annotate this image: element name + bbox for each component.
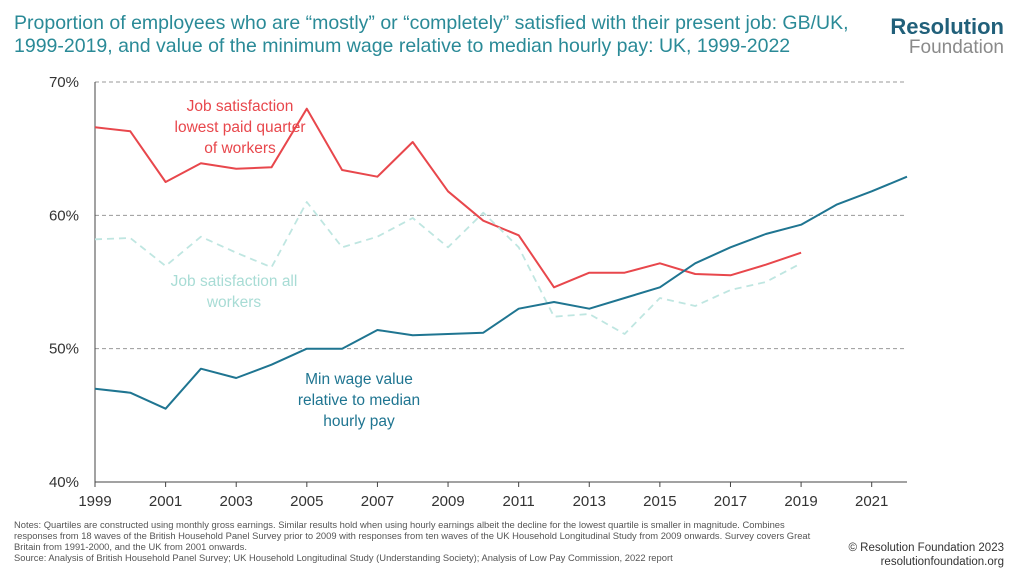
label-lowest-paid: Job satisfaction lowest paid quarter of wo… (175, 98, 306, 157)
label-line: of workers (204, 140, 276, 157)
notes-text: Notes: Quartiles are constructed using m… (14, 519, 811, 552)
brand-name-line1: Resolution (890, 14, 1004, 39)
label-line: Job satisfaction all (171, 273, 298, 290)
brand-logo: Resolution Foundation (890, 16, 1004, 58)
x-tick-label: 2011 (503, 493, 535, 510)
x-tick-label: 2021 (855, 493, 888, 510)
label-line: Job satisfaction (187, 98, 294, 115)
y-tick-label: 50% (49, 341, 79, 358)
x-tick-label: 2019 (784, 493, 817, 510)
x-tick-label: 2005 (290, 493, 323, 510)
label-line: Min wage value (305, 371, 413, 388)
x-tick-label: 2009 (431, 493, 464, 510)
x-tick-label: 2017 (714, 493, 747, 510)
y-axis-ticks: 40% 50% 60% 70% (49, 74, 79, 491)
website-text: resolutionfoundation.org (880, 556, 1004, 568)
y-tick-label: 70% (49, 74, 79, 91)
series-line-min-wage (94, 175, 908, 410)
source-text: Source: Analysis of British Household Pa… (14, 552, 673, 563)
x-tick-label: 2007 (361, 493, 394, 510)
credit-block: © Resolution Foundation 2023 resolutionf… (848, 541, 1004, 569)
x-tick-label: 2003 (220, 493, 253, 510)
chart-notes: Notes: Quartiles are constructed using m… (14, 519, 814, 563)
x-tick-label: 2015 (643, 493, 676, 510)
y-tick-label: 40% (49, 474, 79, 491)
label-min-wage: Min wage value relative to median hourly p… (298, 371, 420, 430)
x-tick-label: 1999 (78, 493, 111, 510)
label-line: workers (206, 294, 262, 311)
y-tick-label: 60% (49, 207, 79, 224)
copyright-text: © Resolution Foundation 2023 (848, 542, 1004, 554)
x-axis-ticks: 1999 2001 2003 2005 2007 2009 2011 2013 2015 2017… (78, 482, 888, 510)
label-line: lowest paid quarter (175, 119, 306, 136)
chart-title: Proportion of employees who are “mostly”… (14, 12, 849, 57)
brand-name-line2: Foundation (908, 37, 1004, 58)
label-line: hourly pay (323, 413, 395, 430)
series-line-all-workers (94, 201, 802, 335)
x-tick-label: 2013 (573, 493, 606, 510)
series-labels: Job satisfaction lowest paid quarter of wo… (171, 98, 421, 430)
x-tick-label: 2001 (149, 493, 182, 510)
grid-lines (95, 81, 907, 350)
label-all-workers: Job satisfaction all workers (171, 273, 298, 311)
series-lines (94, 107, 908, 410)
label-line: relative to median (298, 392, 420, 409)
